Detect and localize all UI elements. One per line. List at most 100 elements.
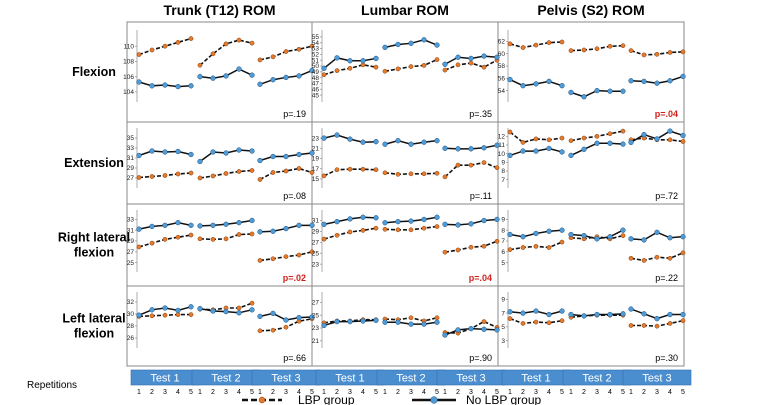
nolbp-point: [568, 89, 574, 96]
lbp-point: [434, 224, 440, 229]
lbp-point: [347, 166, 353, 172]
p-value: p=.72: [655, 191, 678, 201]
y-tick-label: 21: [312, 146, 320, 153]
lbp-point: [434, 170, 440, 176]
lbp-point: [149, 313, 155, 319]
repetition-number: 4: [668, 389, 672, 396]
y-tick-label: 12: [498, 134, 506, 141]
lbp-point: [628, 323, 634, 328]
nolbp-point: [236, 66, 242, 72]
nolbp-point: [507, 231, 513, 238]
repetition-number: 5: [374, 389, 378, 396]
row-label-line: Flexion: [72, 65, 116, 79]
y-tick-label: 25: [312, 312, 320, 319]
lbp-point: [559, 135, 565, 141]
nolbp-point: [162, 149, 168, 155]
lbp-point: [442, 174, 448, 180]
nolbp-point: [321, 322, 327, 329]
nolbp-point: [468, 325, 474, 332]
nolbp-point: [257, 157, 263, 164]
lbp-point: [395, 171, 401, 177]
nolbp-point: [162, 305, 168, 311]
nolbp-point: [546, 228, 552, 234]
y-tick-label: 23: [312, 135, 320, 142]
lbp-point: [283, 49, 289, 54]
repetition-number: 2: [396, 389, 400, 396]
y-tick-label: 31: [127, 155, 135, 162]
nolbp-point: [581, 146, 587, 152]
y-tick-label: 10: [498, 151, 506, 158]
lbp-point: [667, 321, 673, 326]
test-label: Test 1: [521, 373, 550, 385]
lbp-point: [309, 43, 315, 49]
lbp-point: [434, 315, 440, 321]
nolbp-point: [568, 311, 574, 318]
lbp-point: [533, 319, 539, 325]
test-labels: Repetitions Test 1 1 2 3 4 5 Test 2 1 2 3 4 5 Test 3 1…: [27, 369, 692, 396]
lbp-point: [149, 47, 155, 53]
p-value: p=.04: [655, 109, 678, 119]
repetition-number: 4: [237, 389, 241, 396]
y-tick-label: 49: [312, 69, 320, 76]
lbp-point: [136, 244, 142, 250]
nolbp-point: [620, 311, 626, 317]
lbp-point: [559, 318, 565, 324]
y-tick-label: 9: [501, 297, 505, 304]
nolbp-point: [520, 234, 526, 240]
nolbp-point: [197, 74, 203, 80]
nolbp-point: [641, 237, 647, 243]
nolbp-point: [533, 148, 539, 154]
row-label-line: Right lateral: [58, 231, 130, 245]
lbp-point: [680, 318, 686, 324]
lbp-point: [257, 177, 263, 182]
lbp-point: [559, 39, 565, 45]
y-tick-label: 54: [312, 40, 320, 47]
nolbp-point: [175, 148, 181, 155]
lbp-point: [334, 68, 340, 74]
lbp-point: [468, 60, 474, 66]
nolbp-point: [680, 132, 686, 139]
nolbp-point: [546, 78, 552, 85]
lbp-point: [296, 166, 302, 171]
nolbp-point: [347, 216, 353, 222]
nolbp-point: [382, 141, 388, 147]
repetition-number: 1: [322, 389, 326, 396]
nolbp-point: [149, 223, 155, 230]
nolbp-point: [559, 227, 565, 233]
repetition-number: 2: [335, 389, 339, 396]
lbp-point: [334, 167, 340, 173]
y-tick-label: 7: [501, 177, 505, 184]
nolbp-point: [581, 313, 587, 319]
nolbp-point: [136, 312, 142, 318]
panel: 25 27 29 31 33 p=.02: [127, 210, 315, 283]
lbp-point: [667, 137, 673, 143]
nolbp-point: [395, 218, 401, 225]
legend: LBP group No LBP group: [242, 393, 541, 405]
lbp-point: [654, 254, 660, 260]
lbp-point: [533, 42, 539, 48]
nolbp-point: [188, 151, 194, 158]
p-value: p=.66: [283, 353, 306, 363]
nolbp-point: [494, 327, 500, 333]
lbp-point: [507, 247, 513, 252]
nolbp-point: [334, 318, 340, 325]
nolbp-point: [607, 88, 613, 94]
y-tick-label: 15: [312, 176, 320, 183]
nolbp-point: [654, 136, 660, 142]
test-label: Test 3: [456, 373, 485, 385]
repetition-number: 5: [681, 389, 685, 396]
y-tick-label: 25: [127, 260, 135, 267]
y-tick-label: 31: [127, 227, 135, 234]
nolbp-point: [210, 149, 216, 155]
column-title: Trunk (T12) ROM: [163, 2, 275, 18]
nolbp-point: [309, 222, 315, 228]
nolbp-point: [136, 226, 142, 232]
nolbp-point: [347, 136, 353, 142]
repetition-number: 3: [595, 389, 599, 396]
nolbp-point: [197, 305, 203, 312]
test-label: Test 2: [396, 373, 425, 385]
y-tick-label: 19: [312, 156, 320, 163]
lbp-point: [520, 45, 526, 50]
y-tick-label: 30: [127, 311, 135, 318]
